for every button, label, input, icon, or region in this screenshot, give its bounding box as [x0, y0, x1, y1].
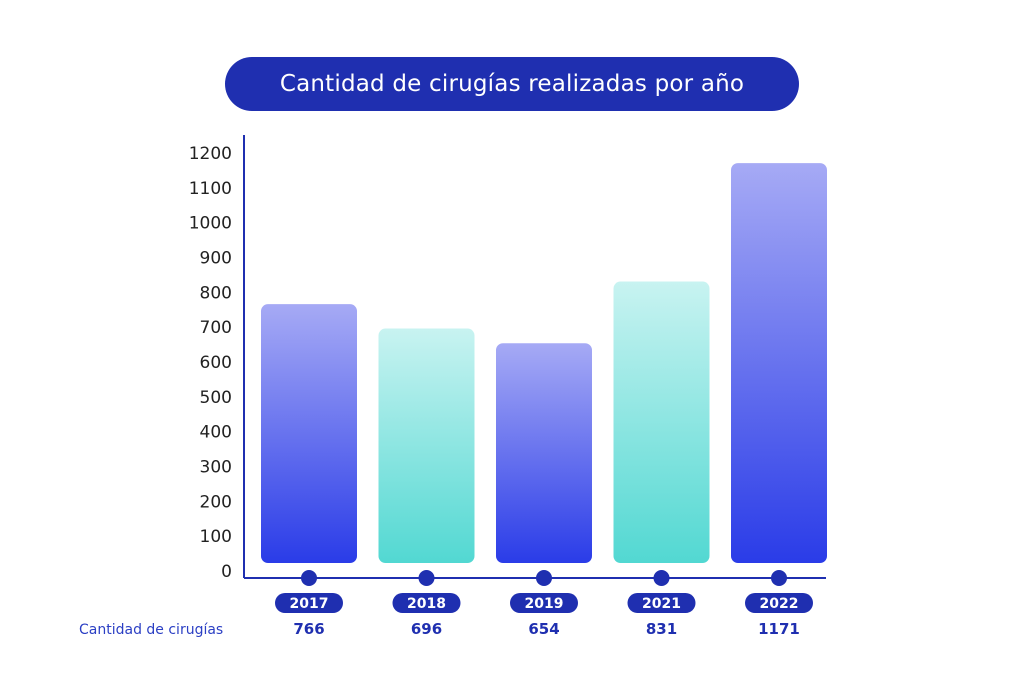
data-label: 766 [293, 620, 324, 638]
y-tick-label: 600 [200, 353, 232, 373]
series-label: Cantidad de cirugías [79, 622, 224, 638]
year-pill [275, 593, 343, 613]
y-tick-label: 700 [200, 318, 232, 338]
y-tick-label: 800 [200, 283, 232, 303]
x-marker-dot [301, 570, 317, 586]
x-tick-label: 2021 [642, 596, 681, 612]
bar-2017 [261, 304, 357, 563]
year-pill [627, 593, 696, 613]
x-tick-label: 2022 [760, 596, 799, 612]
y-tick-label: 1100 [189, 179, 232, 199]
year-pill [510, 593, 578, 613]
y-tick-label: 500 [200, 388, 232, 408]
y-tick-label: 0 [221, 562, 232, 582]
y-tick-label: 1000 [189, 214, 232, 234]
y-axis-ticks: 0 100 200 300 400 500 600 700 800 900 1000 1100 1200 [189, 144, 232, 582]
x-tick-label: 2017 [290, 596, 329, 612]
y-tick-label: 400 [200, 423, 232, 443]
x-tick-label: 2019 [525, 596, 564, 612]
y-tick-label: 100 [200, 527, 232, 547]
year-pill [745, 593, 813, 613]
chart-title: Cantidad de cirugías realizadas por año [225, 57, 799, 111]
data-label: 696 [411, 620, 442, 638]
bar-2021 [613, 281, 710, 563]
data-label: 1171 [758, 620, 800, 638]
x-marker-dot [653, 570, 670, 586]
bar-2019 [496, 343, 592, 563]
y-tick-label: 900 [200, 249, 232, 269]
data-label: 654 [528, 620, 559, 638]
y-tick-label: 200 [200, 492, 232, 512]
year-pill [392, 593, 461, 613]
bar-2022 [731, 163, 827, 563]
x-marker-dot [536, 570, 552, 586]
x-marker-dot [771, 570, 787, 586]
y-tick-label: 1200 [189, 144, 232, 164]
bars [261, 163, 827, 563]
x-axis-markers: 2017 766 2018 696 2019 654 2021 831 2022 1171 [275, 570, 813, 638]
bar-2018 [378, 328, 475, 563]
data-label: 831 [646, 620, 677, 638]
y-tick-label: 300 [200, 458, 232, 478]
x-marker-dot [418, 570, 435, 586]
x-tick-label: 2018 [407, 596, 446, 612]
